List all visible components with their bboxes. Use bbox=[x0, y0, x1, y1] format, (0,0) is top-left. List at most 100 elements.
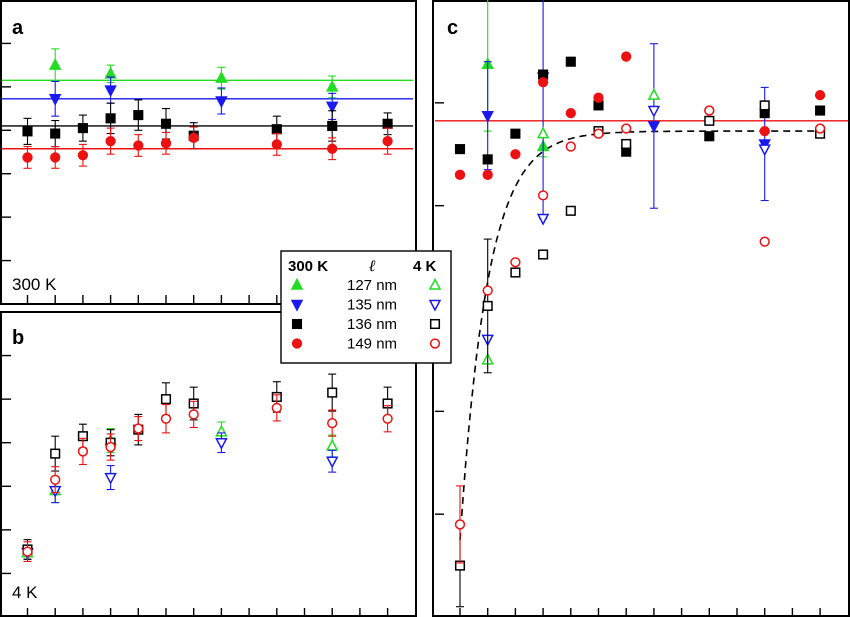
data-point bbox=[133, 423, 144, 434]
data-point bbox=[815, 105, 826, 116]
data-point bbox=[482, 169, 493, 180]
data-point bbox=[271, 124, 282, 135]
legend-row: 135 nm bbox=[290, 297, 442, 314]
data-point bbox=[22, 546, 33, 557]
panel-c-exponential-fit-curve bbox=[459, 130, 821, 540]
data-point bbox=[133, 110, 144, 121]
data-point bbox=[704, 131, 715, 142]
data-point bbox=[565, 141, 576, 152]
data-point bbox=[215, 437, 228, 450]
data-point bbox=[382, 118, 393, 129]
legend-marker-filled bbox=[290, 277, 304, 290]
legend-rows: 127 nm 135 nm 136 nm 149 nm bbox=[290, 277, 442, 353]
data-point bbox=[647, 88, 661, 100]
legend-label: 127 nm bbox=[347, 277, 397, 294]
data-point bbox=[325, 101, 339, 114]
data-point bbox=[454, 169, 466, 180]
data-point bbox=[160, 118, 172, 129]
legend-label: 149 nm bbox=[347, 336, 397, 353]
data-point bbox=[50, 128, 61, 139]
panel-b-letter: b bbox=[12, 327, 24, 349]
data-point bbox=[104, 472, 117, 485]
data-point bbox=[327, 120, 338, 131]
data-point bbox=[454, 519, 466, 530]
legend-marker-filled bbox=[291, 338, 303, 349]
data-point bbox=[510, 149, 521, 160]
data-point bbox=[327, 417, 338, 429]
data-point bbox=[482, 300, 493, 311]
panel-a-letter: a bbox=[12, 17, 24, 39]
data-point bbox=[50, 474, 61, 485]
data-point bbox=[704, 105, 715, 116]
data-point bbox=[50, 448, 61, 459]
data-point bbox=[759, 236, 770, 247]
data-point bbox=[538, 249, 549, 260]
data-point bbox=[105, 441, 116, 453]
data-point bbox=[454, 144, 466, 155]
legend-row: 149 nm bbox=[291, 336, 441, 353]
data-point bbox=[327, 387, 338, 398]
data-point bbox=[593, 128, 604, 139]
data-point bbox=[565, 205, 576, 216]
legend-row: 127 nm bbox=[290, 277, 442, 294]
data-point bbox=[565, 56, 576, 67]
data-point bbox=[382, 135, 393, 147]
data-point bbox=[215, 96, 228, 109]
error-bar bbox=[539, 0, 548, 220]
data-point bbox=[105, 113, 116, 124]
legend-marker-open bbox=[428, 277, 442, 290]
data-point bbox=[104, 85, 117, 98]
legend-marker-open bbox=[428, 299, 442, 312]
data-point bbox=[565, 107, 576, 119]
data-point bbox=[704, 115, 715, 126]
panel-b-temperature-label: 4 K bbox=[12, 583, 38, 602]
data-point bbox=[160, 138, 172, 149]
data-point bbox=[537, 190, 549, 201]
data-point bbox=[105, 135, 116, 147]
data-point bbox=[22, 152, 33, 163]
data-point bbox=[215, 71, 228, 83]
data-point bbox=[510, 128, 521, 139]
data-point bbox=[510, 267, 521, 278]
data-point bbox=[536, 213, 550, 226]
legend-box bbox=[280, 250, 452, 364]
legend-marker-filled bbox=[290, 299, 304, 312]
data-point bbox=[77, 150, 89, 161]
data-point bbox=[759, 125, 770, 137]
data-point bbox=[593, 92, 604, 103]
data-point bbox=[814, 123, 826, 134]
data-point bbox=[621, 123, 632, 134]
data-point bbox=[48, 94, 62, 106]
panel-b: b 4 K bbox=[0, 311, 417, 617]
data-point bbox=[482, 285, 493, 296]
data-point bbox=[647, 105, 661, 118]
data-point bbox=[160, 413, 172, 424]
legend-marker-open bbox=[429, 338, 441, 349]
data-point bbox=[327, 143, 338, 154]
data-point bbox=[536, 126, 550, 139]
data-point bbox=[325, 438, 339, 451]
panel-c-ticks bbox=[435, 102, 821, 616]
panel-a-data bbox=[22, 48, 393, 169]
legend-marker-open bbox=[429, 318, 441, 330]
data-point bbox=[758, 144, 771, 157]
panel-c: c bbox=[432, 0, 850, 617]
data-point bbox=[814, 89, 826, 101]
legend-row: 136 nm bbox=[291, 316, 441, 333]
data-point bbox=[188, 409, 199, 420]
legend-header-4k: 4 K bbox=[413, 258, 437, 275]
data-point bbox=[647, 121, 661, 134]
panel-c-data bbox=[454, 0, 826, 608]
data-point bbox=[271, 139, 282, 150]
data-point bbox=[510, 257, 521, 268]
data-point bbox=[621, 138, 632, 150]
data-point bbox=[77, 123, 88, 134]
data-point bbox=[759, 100, 770, 111]
data-point bbox=[271, 402, 282, 414]
data-point bbox=[621, 51, 632, 62]
legend-label: 136 nm bbox=[347, 316, 397, 333]
panel-b-ticks bbox=[2, 354, 389, 616]
panel-a-temperature-label: 300 K bbox=[12, 275, 57, 294]
panel-a-reference-lines bbox=[2, 79, 413, 150]
